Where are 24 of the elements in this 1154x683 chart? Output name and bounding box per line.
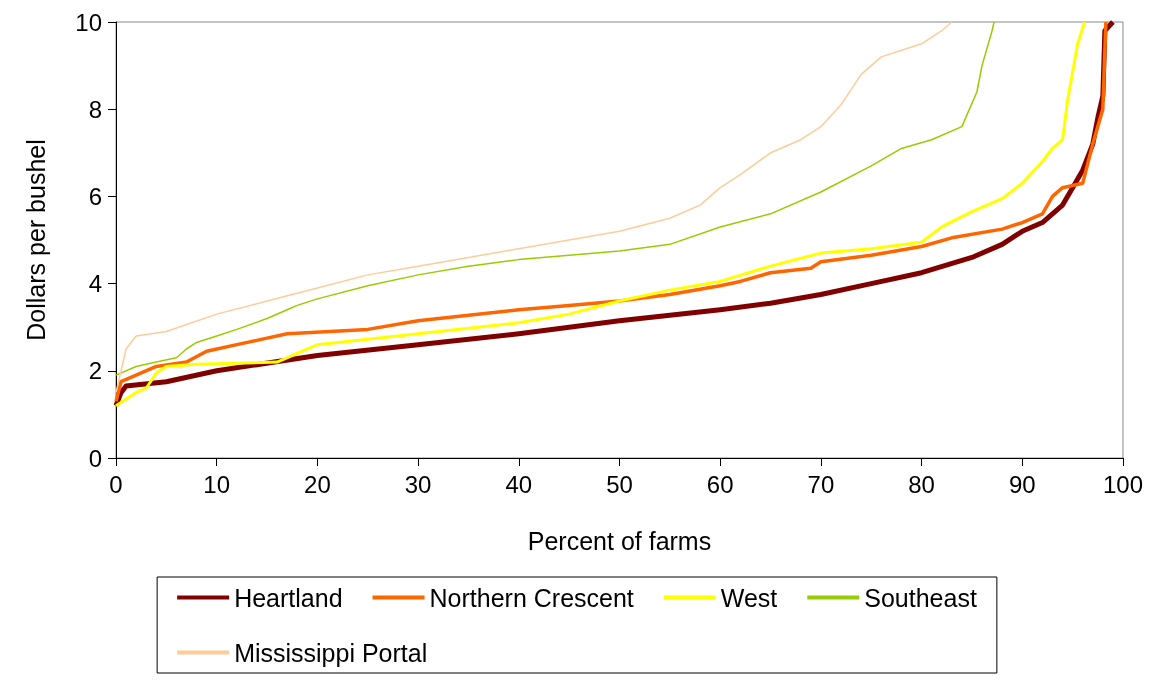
x-tick-label: 30 [404,470,432,498]
x-axis-title: Percent of farms [527,526,712,555]
legend-label: Heartland [234,583,343,612]
legend-label: Mississippi Portal [234,638,428,667]
x-tick-label: 100 [1102,470,1143,498]
x-tick-label: 40 [505,470,533,498]
x-tick-label: 60 [706,470,734,498]
y-tick-label: 2 [88,357,102,385]
x-tick-label: 90 [1008,470,1036,498]
x-tick-label: 50 [606,470,633,498]
x-tick-label: 70 [807,470,835,498]
legend-label: Northern Crescent [429,583,634,612]
legend-label: West [720,583,778,612]
y-tick-label: 8 [88,95,102,123]
y-axis-title: Dollars per bushel [21,139,50,341]
x-tick-label: 10 [203,470,231,498]
y-tick-label: 6 [88,182,102,210]
y-tick-label: 10 [75,8,102,36]
legend-label: Southeast [864,583,977,612]
x-tick-label: 0 [109,470,123,498]
y-tick-label: 4 [88,270,102,298]
y-tick-label: 0 [88,444,102,472]
x-tick-label: 80 [908,470,935,498]
x-tick-label: 20 [304,470,331,498]
